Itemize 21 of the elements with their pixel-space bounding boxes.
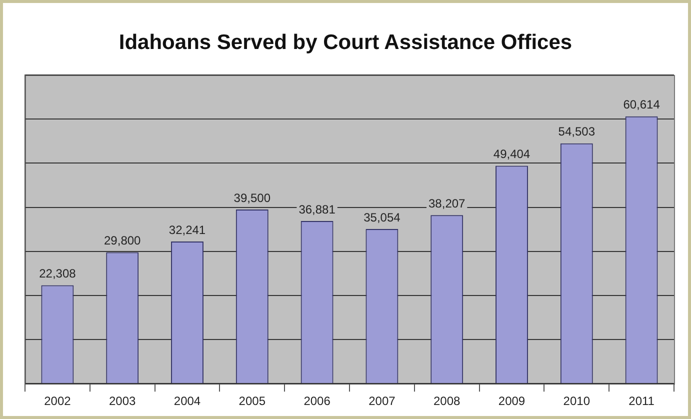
x-tick-label: 2007 <box>368 394 396 408</box>
x-tick-label: 2010 <box>563 394 590 408</box>
data-label: 38,207 <box>428 196 466 210</box>
data-label: 36,881 <box>298 202 336 216</box>
x-tick-label: 2011 <box>628 394 655 408</box>
x-tick-label: 2008 <box>434 394 461 408</box>
data-label: 49,404 <box>493 147 530 162</box>
data-label: 39,500 <box>234 190 271 205</box>
x-tick-label: 2003 <box>109 394 136 408</box>
x-tick-label: 2005 <box>238 394 266 408</box>
x-tick-label: 2006 <box>304 394 331 408</box>
data-label: 54,503 <box>558 124 596 139</box>
x-tick-label: 2009 <box>498 394 526 408</box>
data-label: 29,800 <box>104 234 142 248</box>
data-label: 22,308 <box>39 266 76 281</box>
chart-title: Idahoans Served by Court Assistance Offices <box>118 31 574 55</box>
data-label: 32,241 <box>168 222 206 237</box>
x-tick-label: 2004 <box>174 394 201 408</box>
x-tick-label: 2002 <box>44 394 72 408</box>
data-label: 35,054 <box>364 210 401 224</box>
data-label: 60,614 <box>623 98 660 112</box>
